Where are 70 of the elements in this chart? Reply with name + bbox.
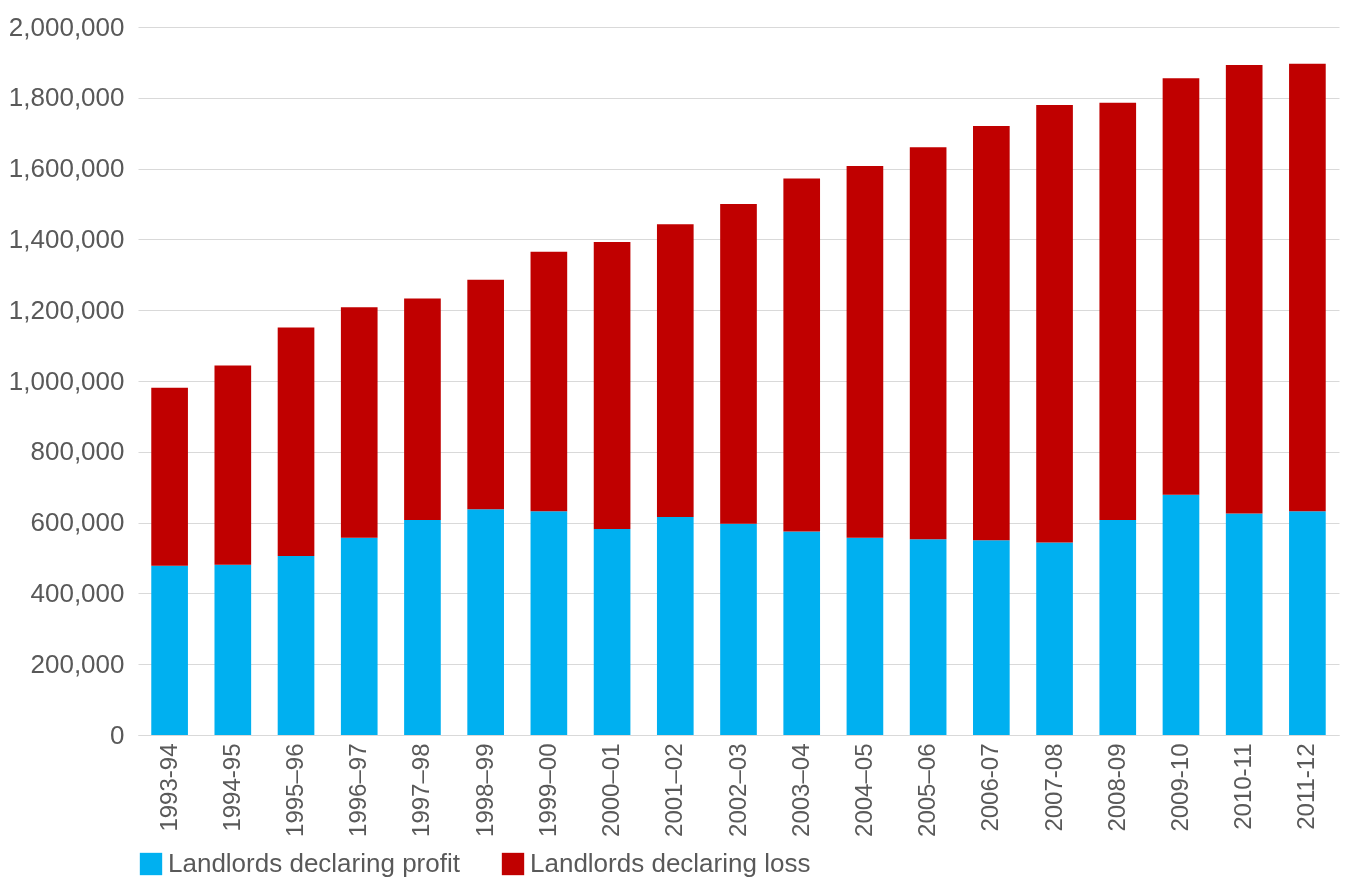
x-tick-label: 2000–01 <box>597 743 625 837</box>
bar <box>1289 63 1326 512</box>
bar <box>720 523 757 735</box>
bar <box>1099 520 1137 735</box>
legend-label: Landlords declaring loss <box>530 848 811 878</box>
bar <box>973 540 1010 735</box>
bar <box>846 537 884 735</box>
bar <box>151 565 188 735</box>
bar <box>1162 494 1200 735</box>
bar <box>656 516 694 735</box>
bar <box>1225 513 1263 735</box>
x-tick-label: 2005–06 <box>913 743 941 837</box>
bar <box>214 365 252 565</box>
bar <box>846 166 884 538</box>
bar <box>404 520 441 735</box>
bar <box>530 251 568 512</box>
x-tick-label: 2008-09 <box>1102 743 1130 832</box>
bar <box>909 539 947 735</box>
bar <box>593 241 631 529</box>
x-tick-label: 2011-12 <box>1292 743 1320 830</box>
y-tick-label: 600,000 <box>30 507 125 538</box>
x-tick-label: 2003–04 <box>786 743 814 837</box>
bar <box>277 555 315 735</box>
bar <box>593 528 631 735</box>
x-tick-label: 2002–03 <box>723 743 751 837</box>
bar <box>151 387 188 566</box>
bar <box>783 178 821 532</box>
x-tick-label: 2006-07 <box>976 743 1004 832</box>
bar <box>530 511 568 735</box>
y-tick-label: 1,000,000 <box>8 365 125 396</box>
y-tick-label: 800,000 <box>30 436 125 467</box>
y-tick-label: 2,000,000 <box>8 11 125 42</box>
bar <box>214 564 252 735</box>
bar <box>656 224 694 517</box>
bar <box>277 327 315 556</box>
bar <box>973 126 1010 541</box>
bar <box>1162 78 1200 495</box>
x-tick-label: 1995–96 <box>281 743 309 837</box>
bar <box>467 509 504 735</box>
bar <box>1225 64 1263 514</box>
y-tick-label: 1,600,000 <box>8 153 125 184</box>
y-tick-label: 400,000 <box>30 577 125 608</box>
x-tick-label: 1994-95 <box>217 743 245 832</box>
bar <box>1036 104 1073 543</box>
x-tick-label: 1997–98 <box>407 743 435 837</box>
bar <box>1099 102 1137 521</box>
bar <box>1036 542 1073 735</box>
bar <box>1289 511 1326 735</box>
y-tick-label: 1,200,000 <box>8 294 125 325</box>
bar <box>720 204 757 524</box>
x-tick-label: 2010-11 <box>1229 743 1257 830</box>
bar <box>909 147 947 540</box>
x-tick-label: 2001–02 <box>660 743 688 837</box>
bar <box>404 298 441 521</box>
bar <box>340 537 378 735</box>
bar <box>783 531 821 735</box>
x-tick-label: 1999–00 <box>533 743 561 837</box>
x-tick-label: 1993-94 <box>154 743 182 832</box>
x-tick-label: 2004–05 <box>849 743 877 837</box>
legend-label: Landlords declaring profit <box>168 848 461 878</box>
bar <box>467 279 504 510</box>
bar <box>340 307 378 538</box>
x-tick-label: 2007-08 <box>1039 743 1067 832</box>
y-tick-label: 200,000 <box>30 648 125 679</box>
y-tick-label: 1,400,000 <box>8 223 125 254</box>
y-tick-label: 1,800,000 <box>8 82 125 113</box>
y-tick-label: 0 <box>110 719 125 750</box>
x-tick-label: 1996–97 <box>344 743 372 837</box>
x-tick-label: 2009-10 <box>1165 743 1193 832</box>
x-tick-label: 1998–99 <box>470 743 498 837</box>
